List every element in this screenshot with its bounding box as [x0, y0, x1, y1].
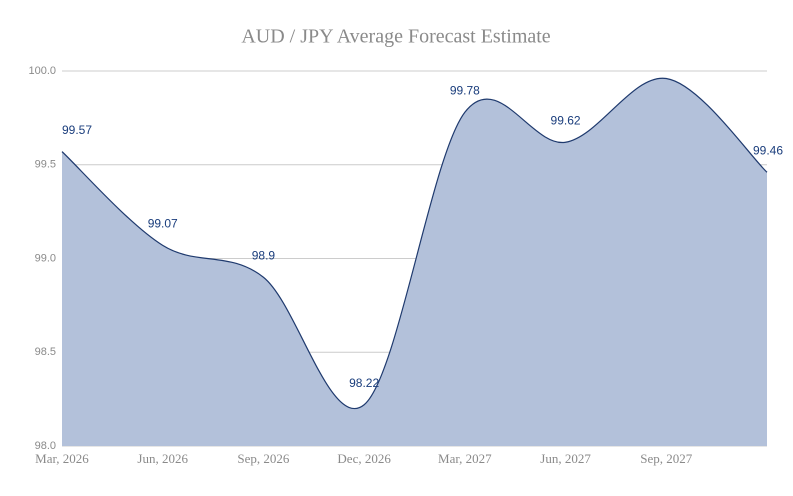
line — [61, 77, 768, 409]
x-tick-label: Mar, 2026 — [35, 451, 89, 466]
chart-title: AUD / JPY Average Forecast Estimate — [241, 26, 550, 48]
data-label: 99.78 — [450, 83, 480, 97]
y-tick-label: 99.0 — [35, 252, 56, 264]
area — [62, 78, 767, 446]
data-label: 99.62 — [551, 113, 581, 127]
x-tick-label: Dec, 2026 — [337, 451, 391, 466]
y-tick-label: 98.5 — [35, 346, 56, 358]
x-tick-label: Mar, 2027 — [438, 451, 492, 466]
x-tick-label: Jun, 2027 — [540, 451, 591, 466]
data-label: 99.07 — [148, 217, 178, 231]
x-tick-label: Jun, 2026 — [137, 451, 188, 466]
data-label: 98.9 — [252, 248, 276, 262]
x-tick-label: Sep, 2027 — [640, 451, 693, 466]
data-label: 98.22 — [349, 376, 379, 390]
data-label: 99.46 — [753, 143, 783, 157]
x-tick-label: Sep, 2026 — [237, 451, 290, 466]
y-tick-label: 98.0 — [35, 440, 56, 452]
y-tick-label: 99.5 — [35, 159, 56, 171]
data-label: 99.57 — [62, 123, 92, 137]
y-tick-label: 100.0 — [28, 65, 56, 77]
